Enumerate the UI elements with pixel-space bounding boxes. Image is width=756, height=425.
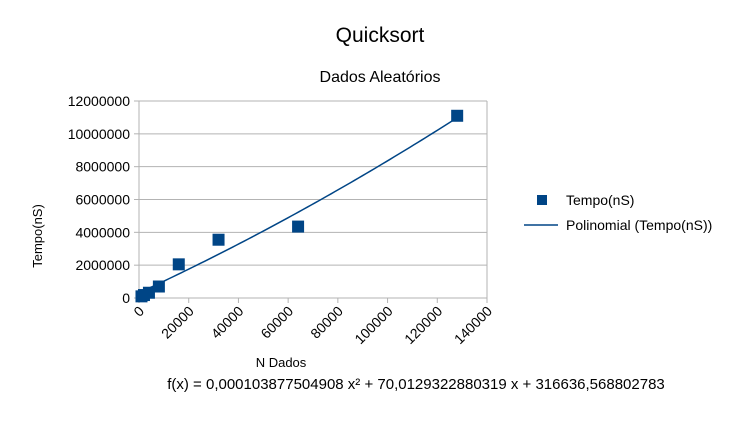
y-tick-label: 10000000 [68,126,131,142]
chart-subtitle: Dados Aleatórios [320,69,441,86]
x-tick-label: 100000 [351,303,395,347]
x-tick-labels: 0 20000 40000 60000 80000 100000 120000 140000 [130,303,495,347]
y-tick-label: 6000000 [75,192,130,208]
trendline-equation: f(x) = 0,000103877504908 x² + 70,0129322… [167,376,665,393]
x-tick-label: 80000 [307,303,346,342]
y-axis-title: Tempo(nS) [30,204,45,268]
data-point [142,286,155,299]
data-point [292,220,305,233]
y-tick-label: 8000000 [75,159,130,175]
data-point [451,109,464,122]
chart-title: Quicksort [336,24,425,47]
x-tick-label: 20000 [158,303,197,342]
y-tick-label: 2000000 [75,257,130,273]
data-points [135,109,464,303]
y-tick-labels: 0 2000000 4000000 6000000 8000000 10000000 120… [68,93,131,306]
x-tick-label: 60000 [257,303,296,342]
y-tick-label: 4000000 [75,224,130,240]
data-point [152,280,165,293]
x-tick-label: 140000 [451,303,495,347]
x-axis-title: N Dados [256,355,307,370]
legend-label-trendline: Polinomial (Tempo(nS)) [566,217,712,233]
x-tick-label: 0 [130,303,147,320]
legend-label-series: Tempo(nS) [566,192,634,208]
trendline [141,117,458,293]
data-point [212,233,225,246]
trendline-group [141,117,458,293]
legend: Tempo(nS) Polinomial (Tempo(nS)) [524,192,712,233]
legend-marker-square [537,195,547,205]
data-point [172,258,185,271]
y-tick-label: 12000000 [68,93,131,109]
axes [134,100,488,303]
x-tick-label: 40000 [208,303,247,342]
x-tick-label: 120000 [401,303,445,347]
y-tick-label: 0 [122,290,130,306]
